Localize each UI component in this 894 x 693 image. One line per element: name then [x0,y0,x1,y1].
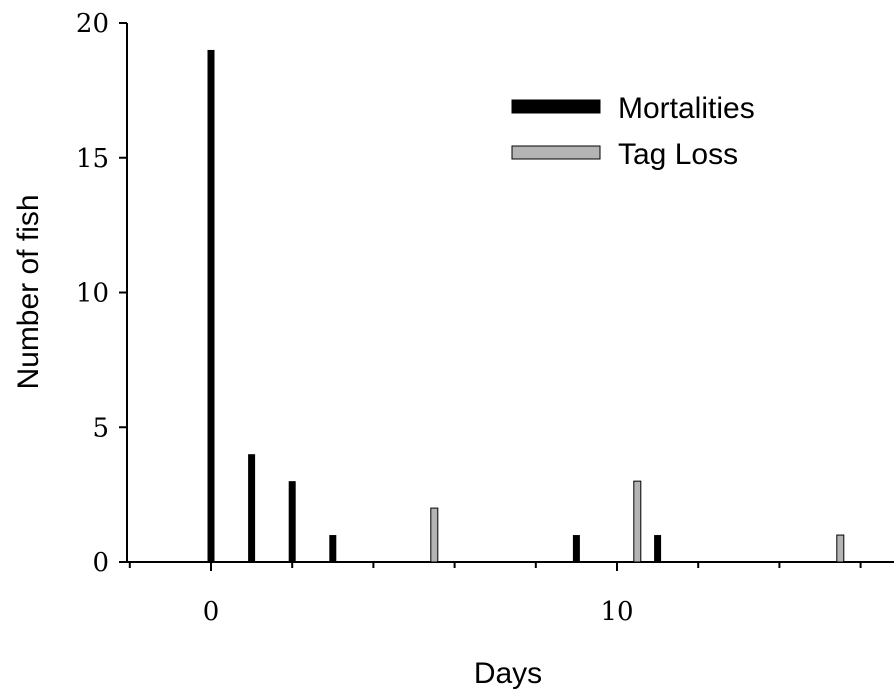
bar-mortalities [248,454,256,562]
bar-mortalities [329,535,337,562]
legend-label-tag-loss: Tag Loss [618,138,738,171]
bar-mortalities [572,535,580,562]
legend-label-mortalities: Mortalities [618,92,755,125]
legend: Mortalities Tag Loss [511,92,755,171]
y-tick-label-5: 5 [92,413,109,443]
legend-swatch-tag-loss [511,145,601,160]
bar-tag-loss [836,534,845,563]
y-axis-title: Number of fish [12,194,45,389]
y-axis-ticks: 0 5 10 15 20 [76,9,127,578]
legend-swatch-mortalities [511,99,601,114]
bar-mortalities [654,535,662,562]
x-axis-ticks: 0102030 [128,562,862,627]
x-axis-title: Days [474,657,542,690]
y-tick-label-10: 10 [76,279,109,309]
bar-tag-loss [633,480,642,563]
x-tick-label-10: 10 [600,597,633,627]
bar-mortalities [288,481,296,562]
bars [207,49,845,563]
bar-mortalities [207,49,215,562]
y-tick-label-20: 20 [76,9,109,39]
y-tick-label-15: 15 [76,144,109,174]
bar-tag-loss [430,507,439,563]
y-tick-label-0: 0 [92,548,109,578]
x-tick-label-0: 0 [203,597,220,627]
